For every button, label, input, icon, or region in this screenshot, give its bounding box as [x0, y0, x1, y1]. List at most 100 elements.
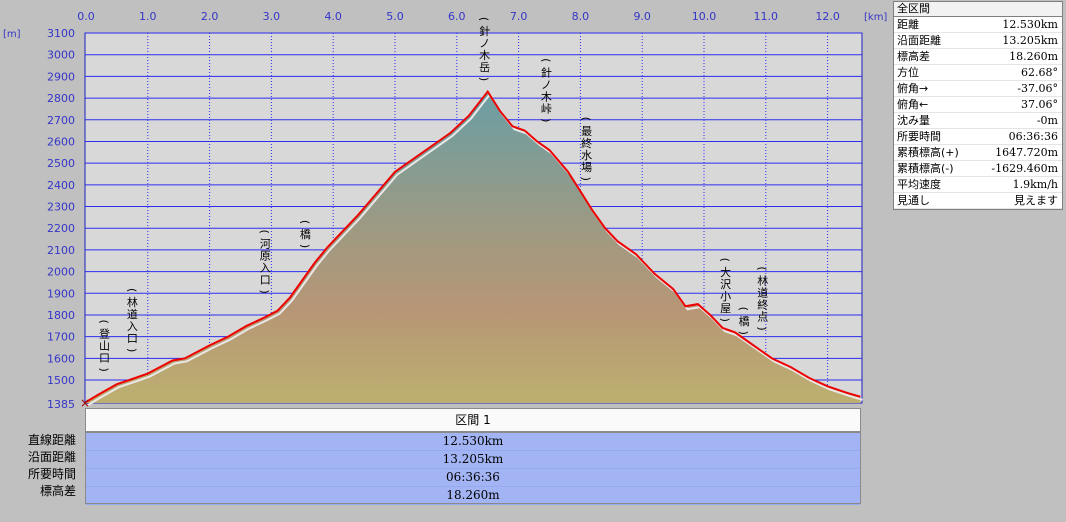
svg-text:(: ( — [298, 220, 311, 224]
svg-text:ノ: ノ — [541, 78, 552, 91]
stat-value: -1629.460m — [991, 162, 1058, 175]
stat-label: 標高差 — [897, 50, 930, 63]
svg-text:原: 原 — [260, 250, 271, 263]
svg-text:終: 終 — [757, 297, 768, 311]
stat-label: 方位 — [897, 66, 919, 79]
stat-row: 俯角← 37.06° — [894, 97, 1062, 113]
svg-text:山: 山 — [99, 340, 110, 353]
stat-value: 37.06° — [1021, 98, 1058, 111]
svg-text:): ) — [478, 77, 491, 81]
svg-text:): ) — [580, 177, 593, 181]
y-tick-label: 1500 — [47, 374, 75, 387]
stat-row: 標高差 18.260m — [894, 49, 1062, 65]
y-tick-label: 2000 — [47, 266, 75, 279]
stat-row: 見通し 見えます — [894, 193, 1062, 209]
stat-row: 沿面距離 13.205km — [894, 33, 1062, 49]
svg-text:点: 点 — [757, 310, 768, 323]
x-tick-label: 9.0 — [633, 10, 651, 23]
segment-label: 標高差 — [39, 484, 76, 498]
x-tick-label: 6.0 — [448, 10, 466, 23]
segment-label: 直線距離 — [27, 433, 76, 447]
svg-text:): ) — [737, 331, 750, 335]
stat-value: 06:36:36 — [1008, 130, 1058, 143]
elevation-chart: × 0.0 1.0 2.0 3.0 4.0 5.0 6.0 7.0 8.0 9.0 10.0 11.0… — [3, 10, 887, 410]
poi-label: (橋) — [737, 307, 750, 335]
y-tick-label: 1800 — [47, 309, 75, 322]
svg-text:ノ: ノ — [479, 37, 490, 50]
x-tick-label: 8.0 — [572, 10, 590, 23]
stat-label: 見通し — [897, 194, 930, 207]
poi-label: (登山口) — [98, 320, 111, 372]
stat-row: 平均速度 1.9km/h — [894, 177, 1062, 193]
svg-text:入: 入 — [127, 320, 138, 333]
segment-header[interactable]: 区間 1 — [85, 408, 861, 432]
stat-label: 俯角→ — [897, 82, 929, 95]
svg-text:(: ( — [125, 288, 138, 292]
svg-text:峠: 峠 — [541, 101, 552, 115]
y-tick-label: 3000 — [47, 49, 75, 62]
svg-text:林: 林 — [757, 273, 768, 287]
stat-label: 沈み量 — [897, 114, 930, 127]
y-tick-label: 2300 — [47, 201, 75, 214]
segment-values: 12.530km 13.205km 06:36:36 18.260m — [85, 432, 861, 505]
svg-text:入: 入 — [260, 262, 271, 275]
stat-label: 平均速度 — [897, 178, 941, 191]
svg-text:沢: 沢 — [720, 277, 731, 291]
svg-text:(: ( — [580, 117, 593, 121]
y-tick-label: 1600 — [47, 352, 75, 365]
svg-text:): ) — [539, 118, 552, 122]
svg-text:最: 最 — [581, 125, 592, 138]
svg-text:): ) — [719, 318, 732, 322]
stat-value: 1647.720m — [995, 146, 1058, 159]
y-tick-label: 2400 — [47, 179, 75, 192]
svg-text:道: 道 — [757, 285, 768, 299]
svg-text:終: 終 — [581, 136, 592, 150]
stat-row: 累積標高(+) 1647.720m — [894, 145, 1062, 161]
elevation-area: × — [80, 89, 863, 410]
stat-row: 方位 62.68° — [894, 65, 1062, 81]
y-tick-label: 2800 — [47, 92, 75, 105]
stat-value: 見えます — [1014, 194, 1058, 207]
x-tick-label: 4.0 — [324, 10, 342, 23]
svg-text:(: ( — [258, 229, 271, 233]
svg-text:大: 大 — [720, 265, 731, 279]
svg-text:林: 林 — [127, 295, 138, 309]
svg-text:(: ( — [737, 307, 750, 311]
elevation-fill — [86, 91, 861, 404]
stat-row: 俯角→ -37.06° — [894, 81, 1062, 97]
x-tick-label: 11.0 — [754, 10, 779, 23]
svg-text:口: 口 — [99, 352, 110, 365]
svg-text:小: 小 — [720, 290, 731, 303]
svg-text:(: ( — [719, 258, 732, 262]
poi-label: (橋) — [298, 220, 311, 248]
svg-text:場: 場 — [581, 161, 592, 174]
svg-text:口: 口 — [127, 332, 138, 345]
svg-text:): ) — [756, 326, 769, 330]
x-unit-label: [km] — [864, 12, 887, 23]
stat-label: 沿面距離 — [897, 34, 941, 47]
x-tick-label: 12.0 — [815, 10, 840, 23]
svg-text:橋: 橋 — [300, 227, 311, 241]
y-tick-label: 2100 — [47, 244, 75, 257]
svg-text:針: 針 — [479, 24, 490, 38]
y-tick-label: 2700 — [47, 114, 75, 127]
svg-text:(: ( — [756, 266, 769, 270]
svg-text:道: 道 — [127, 307, 138, 321]
stat-label: 所要時間 — [897, 130, 941, 143]
stat-value: 12.530km — [1002, 18, 1058, 31]
y-tick-label: 2900 — [47, 70, 75, 83]
svg-text:水: 水 — [581, 149, 592, 162]
stat-value: 18.260m — [1009, 50, 1058, 63]
svg-text:): ) — [258, 289, 271, 293]
segment-value: 18.260m — [86, 487, 860, 505]
y-unit-label: [m] — [3, 29, 21, 40]
y-tick-label: 1700 — [47, 331, 75, 344]
stat-value: -0m — [1036, 114, 1058, 127]
svg-text:木: 木 — [479, 49, 490, 62]
